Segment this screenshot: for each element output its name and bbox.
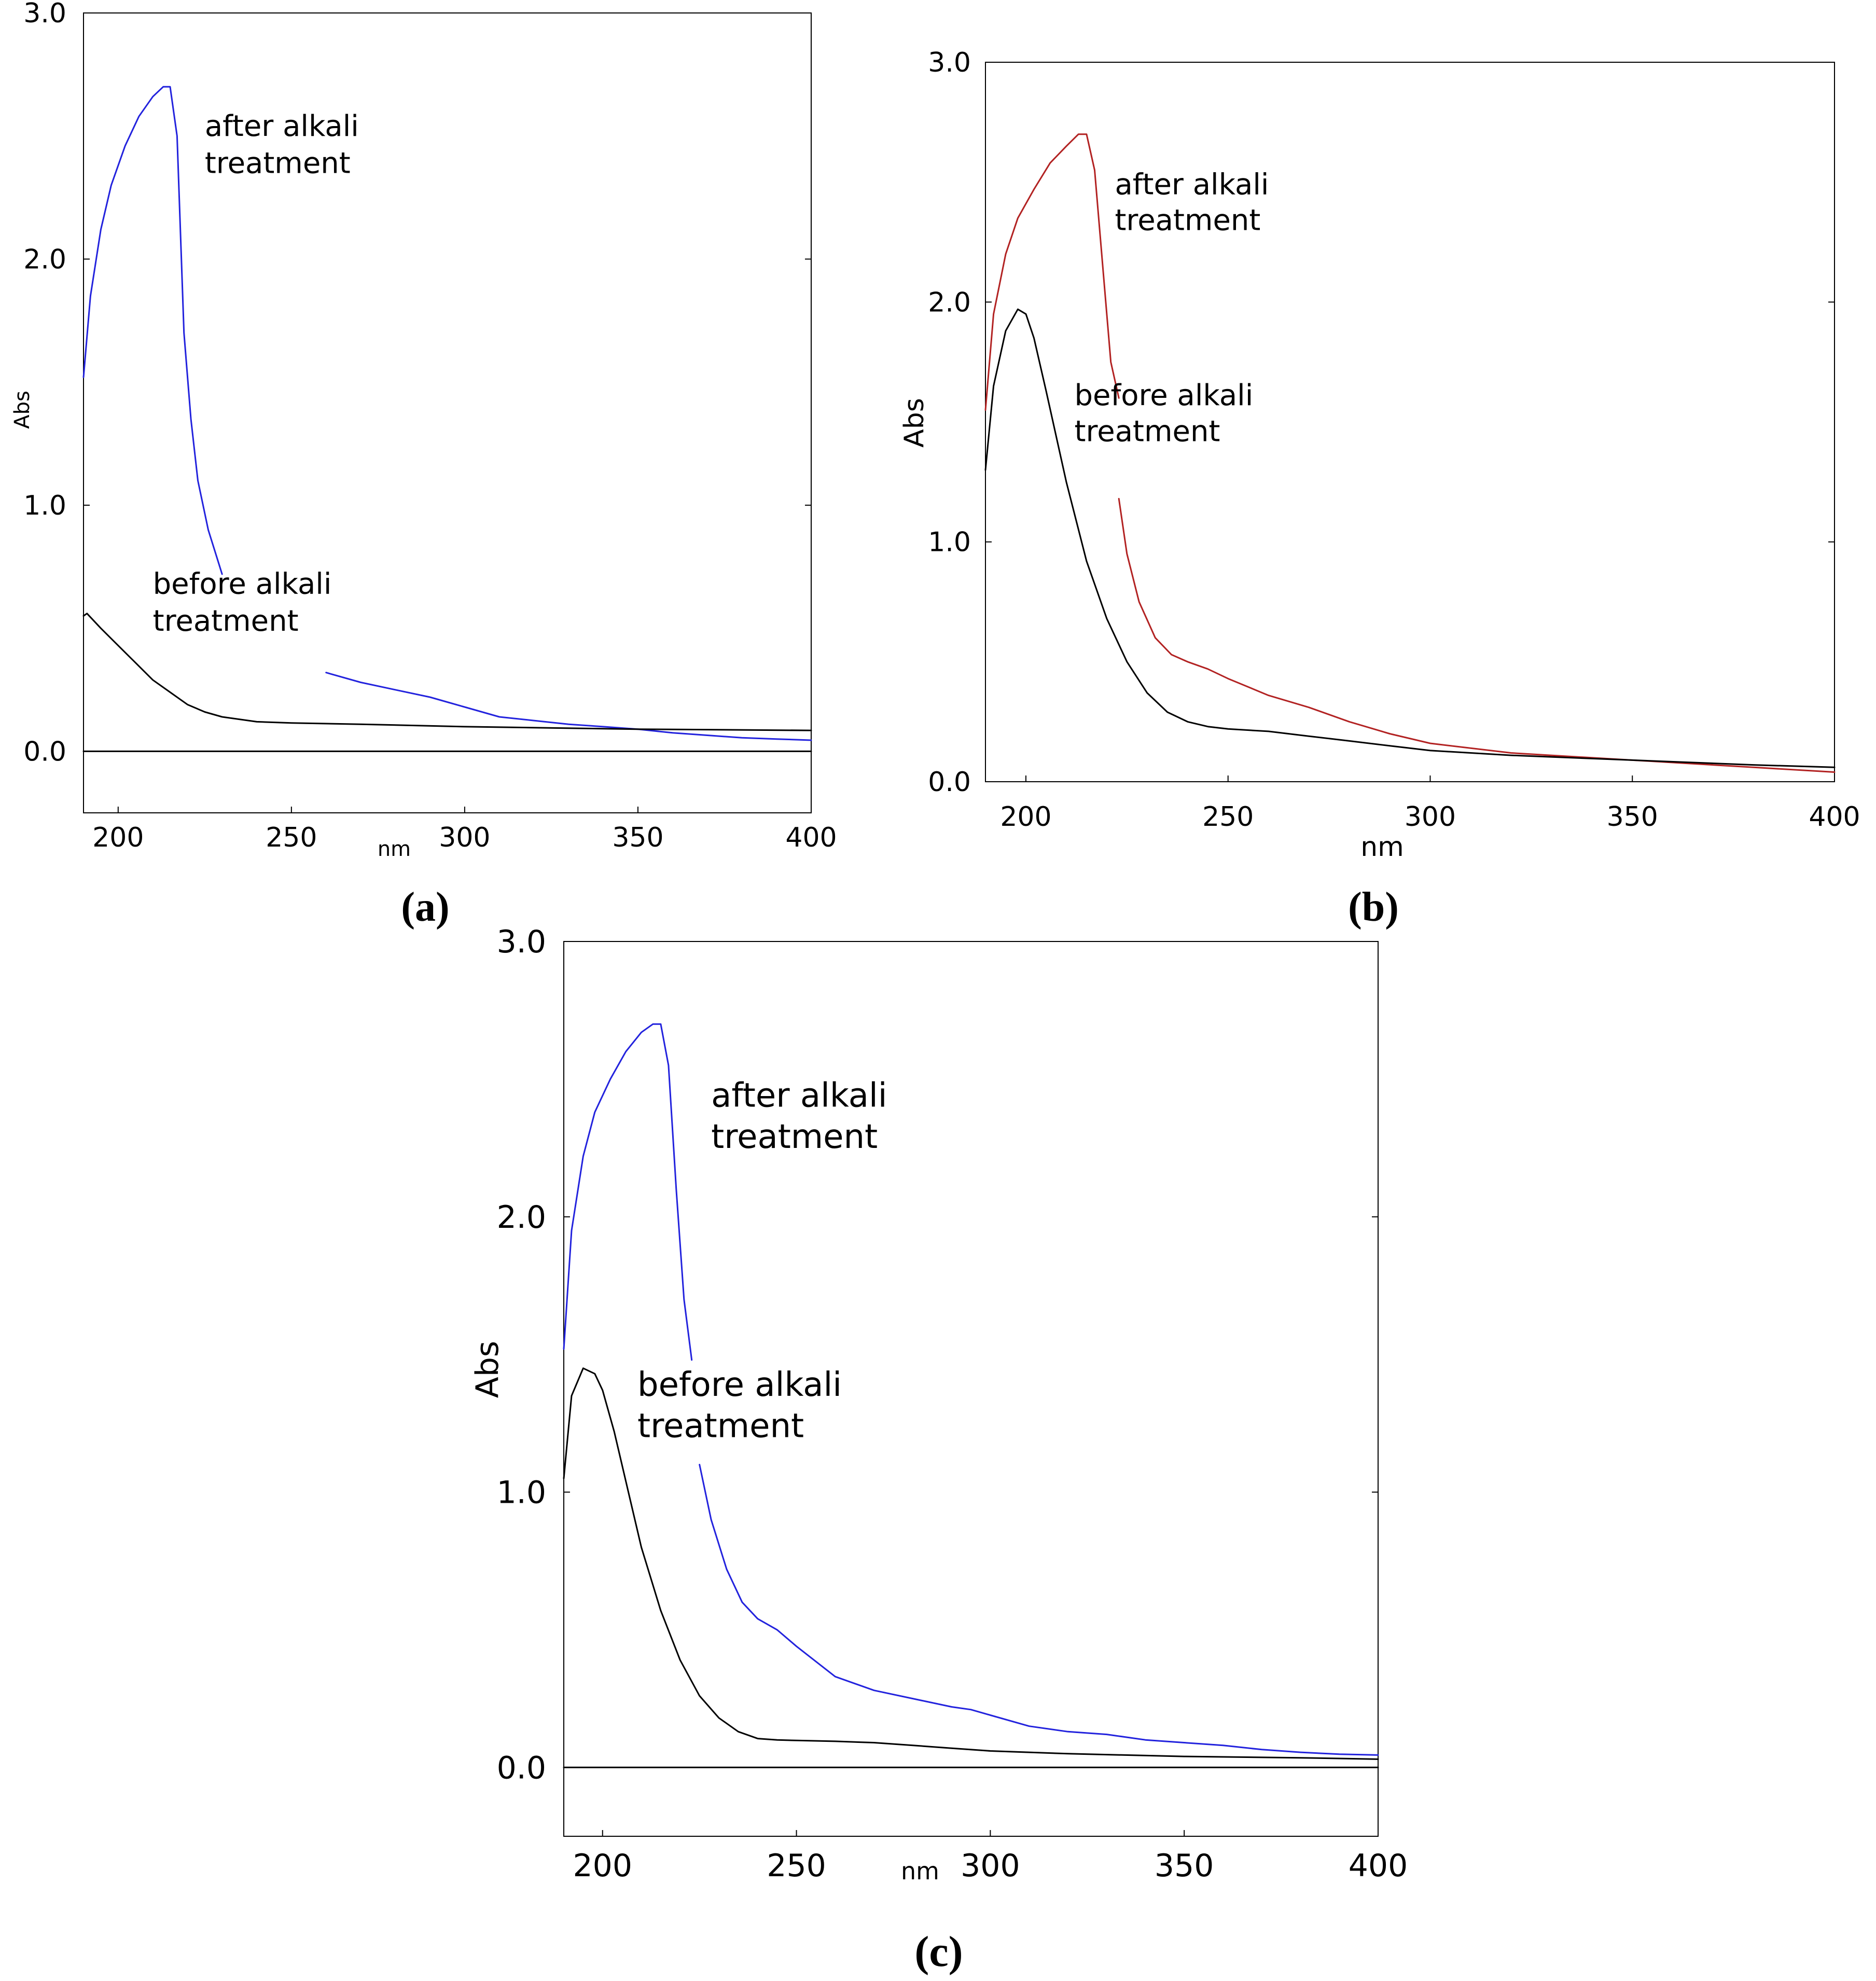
panel-label: (b) bbox=[1348, 884, 1399, 930]
series-1-line bbox=[563, 1367, 1379, 1760]
y-tick-label: 1.0 bbox=[928, 527, 971, 558]
annotation: treatment bbox=[711, 1118, 878, 1156]
y-tick-label: 1.0 bbox=[23, 490, 66, 521]
x-tick-label: 400 bbox=[1349, 1848, 1408, 1884]
series-1-line bbox=[82, 613, 812, 731]
panel-a: 200 250 300 350 400 0.0 1.0 2.0 3.0 nm Abs after al… bbox=[10, 0, 837, 930]
x-tick-label: 250 bbox=[767, 1848, 826, 1884]
annotation: before alkali bbox=[153, 567, 332, 601]
panel-label: (a) bbox=[401, 884, 449, 930]
series-0-line bbox=[563, 1023, 693, 1361]
annotation: treatment bbox=[153, 604, 299, 638]
series-0-line bbox=[984, 133, 1120, 411]
annotation: treatment bbox=[205, 146, 351, 180]
y-tick-label: 0.0 bbox=[928, 767, 971, 798]
annotation: treatment bbox=[1115, 204, 1260, 238]
y-tick-label: 0.0 bbox=[497, 1750, 546, 1786]
panel-b: 200 250 300 350 400 0.0 1.0 2.0 3.0 nm Abs after al… bbox=[899, 47, 1860, 930]
x-tick-label: 300 bbox=[961, 1848, 1020, 1884]
x-tick-label: 200 bbox=[92, 822, 144, 853]
annotation: before alkali bbox=[1074, 379, 1253, 412]
y-tick-label: 3.0 bbox=[497, 924, 546, 960]
y-axis-title: Abs bbox=[10, 391, 34, 429]
y-tick-label: 2.0 bbox=[497, 1199, 546, 1236]
series-0-line bbox=[325, 672, 812, 741]
y-tick-label: 2.0 bbox=[928, 287, 971, 318]
y-tick-label: 2.0 bbox=[23, 244, 66, 275]
y-axis-title: Abs bbox=[899, 398, 930, 448]
panel-c: 200 250 300 350 400 0.0 1.0 2.0 3.0 nm Abs after al… bbox=[469, 924, 1408, 1976]
series-0-line bbox=[1118, 497, 1836, 773]
x-axis-title: nm bbox=[1360, 832, 1404, 863]
y-tick-label: 1.0 bbox=[497, 1475, 546, 1511]
x-tick-label: 400 bbox=[1809, 801, 1860, 833]
panel-label: (c) bbox=[914, 1928, 963, 1976]
y-tick-label: 3.0 bbox=[928, 47, 971, 78]
annotation: treatment bbox=[637, 1407, 804, 1445]
annotation: before alkali bbox=[637, 1366, 842, 1404]
x-tick-label: 300 bbox=[439, 822, 490, 853]
x-tick-label: 200 bbox=[573, 1848, 632, 1884]
series-1-line bbox=[984, 308, 1836, 768]
series-0-line bbox=[82, 86, 223, 575]
plot-frame bbox=[83, 12, 812, 813]
x-tick-label: 250 bbox=[1202, 801, 1254, 833]
x-axis-title: nm bbox=[378, 837, 411, 861]
annotation: after alkali bbox=[205, 109, 359, 143]
x-tick-label: 350 bbox=[612, 822, 663, 853]
series-0-line bbox=[699, 1464, 1379, 1756]
x-axis-title: nm bbox=[901, 1857, 939, 1885]
y-tick-label: 0.0 bbox=[23, 736, 66, 767]
y-tick-label: 3.0 bbox=[23, 0, 66, 29]
annotation: treatment bbox=[1074, 414, 1220, 448]
x-tick-label: 350 bbox=[1155, 1848, 1214, 1884]
x-tick-label: 400 bbox=[785, 822, 837, 853]
x-tick-label: 250 bbox=[266, 822, 317, 853]
x-tick-label: 300 bbox=[1405, 801, 1456, 833]
annotation: after alkali bbox=[711, 1076, 887, 1115]
x-tick-label: 200 bbox=[1000, 801, 1051, 833]
plot-frame bbox=[985, 62, 1835, 782]
y-axis-title: Abs bbox=[469, 1341, 506, 1398]
plot-frame bbox=[563, 941, 1379, 1837]
x-tick-label: 350 bbox=[1607, 801, 1658, 833]
annotation: after alkali bbox=[1115, 168, 1269, 201]
